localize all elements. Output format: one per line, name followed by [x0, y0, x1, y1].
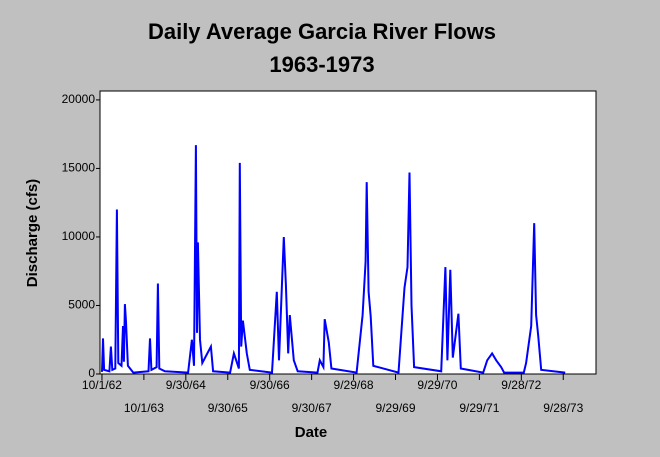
x-tick-label: 10/1/62 [82, 378, 122, 392]
flow-line [101, 145, 566, 374]
chart-title: Daily Average Garcia River Flows [148, 19, 496, 44]
x-tick-label: 9/29/70 [417, 378, 457, 392]
x-tick-label: 9/28/72 [501, 378, 541, 392]
y-tick-label: 5000 [68, 298, 95, 312]
x-tick-label: 9/29/69 [375, 401, 415, 415]
x-tick-label: 9/28/73 [543, 401, 583, 415]
y-axis-title: Discharge (cfs) [24, 179, 41, 287]
plot-area [99, 90, 597, 375]
y-tick-label: 0 [88, 366, 95, 380]
x-tick-label: 9/30/67 [292, 401, 332, 415]
y-tick-label: 15000 [62, 161, 96, 175]
x-tick-label: 9/30/64 [166, 378, 206, 392]
x-tick-label: 9/29/68 [334, 378, 374, 392]
chart-subtitle: 1963-1973 [269, 52, 374, 77]
x-tick-label: 9/30/65 [208, 401, 248, 415]
x-axis-title: Date [295, 424, 328, 441]
y-tick-label: 10000 [62, 229, 96, 243]
x-tick-label: 9/30/66 [250, 378, 290, 392]
y-tick-label: 20000 [62, 92, 96, 106]
x-tick-label: 9/29/71 [459, 401, 499, 415]
x-tick-label: 10/1/63 [124, 401, 164, 415]
